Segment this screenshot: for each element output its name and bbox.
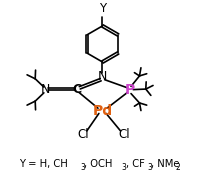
Text: Cl: Cl [118,128,129,141]
Text: Pd: Pd [92,104,112,118]
Text: Cl: Cl [77,128,89,141]
Text: , OCH: , OCH [84,159,112,169]
Text: N: N [41,84,50,96]
Text: Y = H, CH: Y = H, CH [19,159,68,169]
Text: 2: 2 [174,163,179,172]
Text: C: C [72,84,81,96]
Text: P: P [124,83,134,97]
Text: 3: 3 [146,163,151,172]
Text: , CF: , CF [125,159,144,169]
Text: Y: Y [99,2,105,15]
Text: 3: 3 [121,163,126,172]
Text: , NMe: , NMe [151,159,179,169]
Text: 3: 3 [80,163,84,172]
Text: N: N [97,70,107,83]
